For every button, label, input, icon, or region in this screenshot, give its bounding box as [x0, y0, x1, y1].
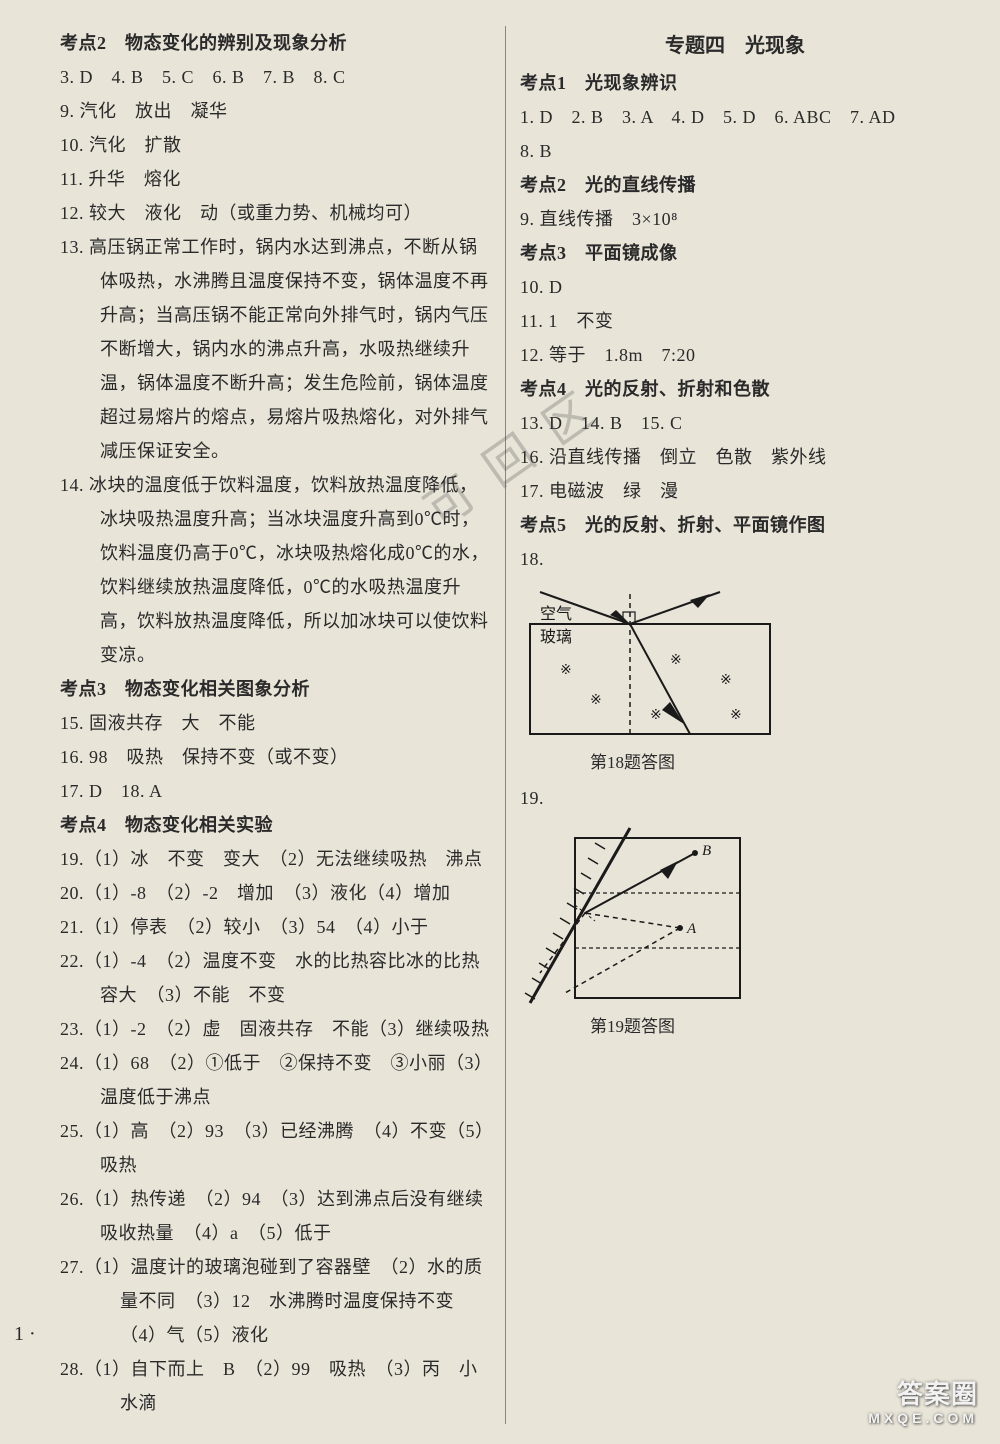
r-kaodian-2: 考点2 光的直线传播 — [520, 168, 950, 202]
figure-18: 空气 玻璃 ※ ※ ※ ※ ※ ※ 第18题答图 — [520, 584, 950, 777]
figure-19: A B 第19题答图 — [520, 823, 950, 1041]
q23: 23.（1）-2 （2）虚 固液共存 不能（3）继续吸热 — [60, 1012, 490, 1046]
r9: 9. 直线传播 3×10⁸ — [520, 202, 950, 236]
r17: 17. 电磁波 绿 漫 — [520, 474, 950, 508]
watermark: 答案圈 MXQE.COM — [868, 1380, 978, 1426]
q22: 22.（1）-4 （2）温度不变 水的比热容比冰的比热容大 （3）不能 不变 — [60, 944, 490, 1012]
q26: 26.（1）热传递 （2）94 （3）达到沸点后没有继续吸收热量 （4）a （5… — [60, 1182, 490, 1250]
svg-text:B: B — [702, 843, 711, 859]
kaodian-2: 考点2 物态变化的辨别及现象分析 — [60, 26, 490, 60]
r-kaodian-3: 考点3 平面镜成像 — [520, 236, 950, 270]
q25: 25.（1）高 （2）93 （3）已经沸腾 （4）不变（5）吸热 — [60, 1114, 490, 1182]
svg-text:※: ※ — [670, 653, 682, 668]
air-label: 空气 — [540, 605, 572, 623]
q15: 15. 固液共存 大 不能 — [60, 706, 490, 740]
glass-label: 玻璃 — [540, 628, 572, 646]
q27: 27.（1）温度计的玻璃泡碰到了容器壁 （2）水的质量不同 （3）12 水沸腾时… — [60, 1250, 490, 1352]
svg-text:A: A — [686, 921, 697, 937]
r11: 11. 1 不变 — [520, 304, 950, 338]
kaodian-4: 考点4 物态变化相关实验 — [60, 808, 490, 842]
r12: 12. 等于 1.8m 7:20 — [520, 338, 950, 372]
q20: 20.（1）-8 （2）-2 增加 （3）液化（4）增加 — [60, 876, 490, 910]
r-kaodian-4: 考点4 光的反射、折射和色散 — [520, 372, 950, 406]
figure-18-caption: 第18题答图 — [520, 749, 950, 777]
watermark-sub: MXQE.COM — [868, 1410, 978, 1426]
q13: 13. 高压锅正常工作时，锅内水达到沸点，不断从锅体吸热，水沸腾且温度保持不变，… — [60, 230, 490, 468]
q14: 14. 冰块的温度低于饮料温度，饮料放热温度降低，冰块吸热温度升高；当冰块温度升… — [60, 468, 490, 672]
r8: 8. B — [520, 134, 950, 168]
q17-18: 17. D 18. A — [60, 774, 490, 808]
r-kaodian-1: 考点1 光现象辨识 — [520, 66, 950, 100]
kaodian-3: 考点3 物态变化相关图象分析 — [60, 672, 490, 706]
svg-text:※: ※ — [720, 673, 732, 688]
svg-text:※: ※ — [650, 708, 662, 723]
q10: 10. 汽化 扩散 — [60, 128, 490, 162]
q16: 16. 98 吸热 保持不变（或不变） — [60, 740, 490, 774]
r13-15: 13. D 14. B 15. C — [520, 406, 950, 440]
watermark-main: 答案圈 — [897, 1379, 978, 1409]
r-kaodian-5: 考点5 光的反射、折射、平面镜作图 — [520, 508, 950, 542]
topic-4-title: 专题四 光现象 — [520, 26, 950, 66]
q12: 12. 较大 液化 动（或重力势、机械均可） — [60, 196, 490, 230]
svg-text:※: ※ — [560, 663, 572, 678]
q11: 11. 升华 熔化 — [60, 162, 490, 196]
r10: 10. D — [520, 270, 950, 304]
r1-7: 1. D 2. B 3. A 4. D 5. D 6. ABC 7. AD — [520, 100, 950, 134]
q19: 19.（1）冰 不变 变大 （2）无法继续吸热 沸点 — [60, 842, 490, 876]
q21: 21.（1）停表 （2）较小 （3）54 （4）小于 — [60, 910, 490, 944]
q24: 24.（1）68 （2）①低于 ②保持不变 ③小丽（3）温度低于沸点 — [60, 1046, 490, 1114]
r18-label: 18. — [520, 542, 950, 576]
q9: 9. 汽化 放出 凝华 — [60, 94, 490, 128]
q3-8: 3. D 4. B 5. C 6. B 7. B 8. C — [60, 60, 490, 94]
page-corner: 1 · — [14, 1323, 36, 1346]
r19-label: 19. — [520, 781, 950, 815]
svg-text:※: ※ — [730, 708, 742, 723]
q28: 28.（1）自下而上 B （2）99 吸热 （3）丙 小水滴 — [60, 1352, 490, 1420]
figure-19-caption: 第19题答图 — [520, 1013, 950, 1041]
r16: 16. 沿直线传播 倒立 色散 紫外线 — [520, 440, 950, 474]
svg-text:※: ※ — [590, 693, 602, 708]
